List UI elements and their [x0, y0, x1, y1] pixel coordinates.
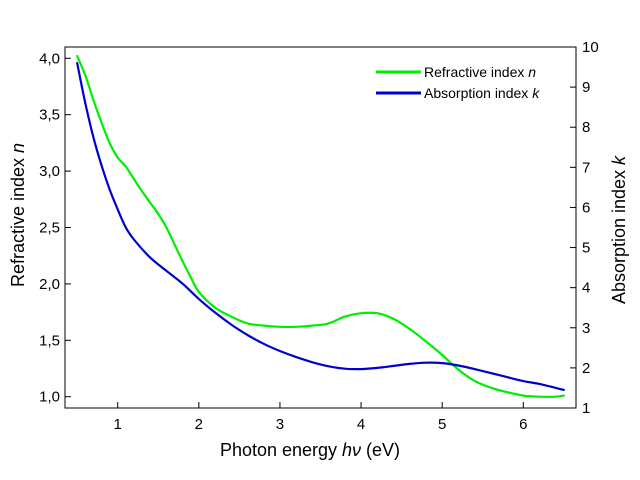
series-line-refractive-index	[76, 54, 565, 398]
x-axis-title-prefix: Photon energy	[220, 440, 342, 460]
x-axis-title-var: hν	[342, 440, 361, 460]
y-right-axis-title-prefix: Absorption index	[609, 165, 629, 304]
x-tick-label: 4	[357, 416, 365, 433]
x-axis-title: Photon energy hν (eV)	[220, 440, 400, 460]
x-tick-label: 6	[519, 416, 527, 433]
y-right-tick-label: 9	[582, 79, 590, 96]
y-left-tick-label: 1,0	[39, 389, 60, 406]
y-right-tick-label: 6	[582, 199, 590, 216]
x-axis-title-suffix: (eV)	[361, 440, 400, 460]
y-right-tick-label: 4	[582, 280, 590, 297]
y-left-tick-label: 2,5	[39, 220, 60, 237]
y-left-axis-title-prefix: Refractive index	[8, 153, 28, 287]
y-right-tick-label: 1	[582, 400, 590, 417]
y-right-tick-label: 3	[582, 320, 590, 337]
y-left-tick-label: 2,0	[39, 276, 60, 293]
x-tick-label: 2	[195, 416, 203, 433]
y-left-tick-label: 4,0	[39, 50, 60, 67]
y-left-tick-label: 3,5	[39, 107, 60, 124]
y-left-axis-ticks: 1,0 1,5 2,0 2,5 3,0 3,5 4,0	[39, 50, 71, 406]
y-right-tick-label: 8	[582, 119, 590, 136]
y-right-axis-title-var: k	[609, 155, 629, 165]
y-left-axis-title-var: n	[8, 143, 28, 153]
legend-label-absorption-index: Absorption index k	[424, 85, 540, 101]
legend: Refractive index n Absorption index k	[376, 64, 540, 101]
y-left-tick-label: 3,0	[39, 163, 60, 180]
y-right-tick-label: 7	[582, 159, 590, 176]
legend-label-refractive-index-var: n	[528, 64, 536, 80]
series-layer	[76, 54, 565, 398]
legend-label-absorption-index-prefix: Absorption index	[424, 85, 532, 101]
x-axis-ticks: 1 2 3 4 5 6	[114, 402, 527, 433]
y-right-axis-title: Absorption index k	[609, 155, 629, 304]
y-right-tick-label: 10	[582, 39, 599, 56]
x-tick-label: 3	[276, 416, 284, 433]
plot-frame	[64, 46, 577, 409]
y-left-axis-title: Refractive index n	[8, 143, 28, 287]
x-tick-label: 5	[438, 416, 446, 433]
x-tick-label: 1	[114, 416, 122, 433]
legend-label-refractive-index-prefix: Refractive index	[424, 64, 528, 80]
y-right-tick-label: 2	[582, 360, 590, 377]
y-right-axis-ticks: 1 2 3 4 5 6 7 8 9 10	[570, 39, 599, 417]
series-line-absorption-index	[76, 61, 565, 391]
y-right-tick-label: 5	[582, 240, 590, 257]
legend-label-absorption-index-var: k	[532, 85, 540, 101]
legend-label-refractive-index: Refractive index n	[424, 64, 536, 80]
y-left-tick-label: 1,5	[39, 332, 60, 349]
